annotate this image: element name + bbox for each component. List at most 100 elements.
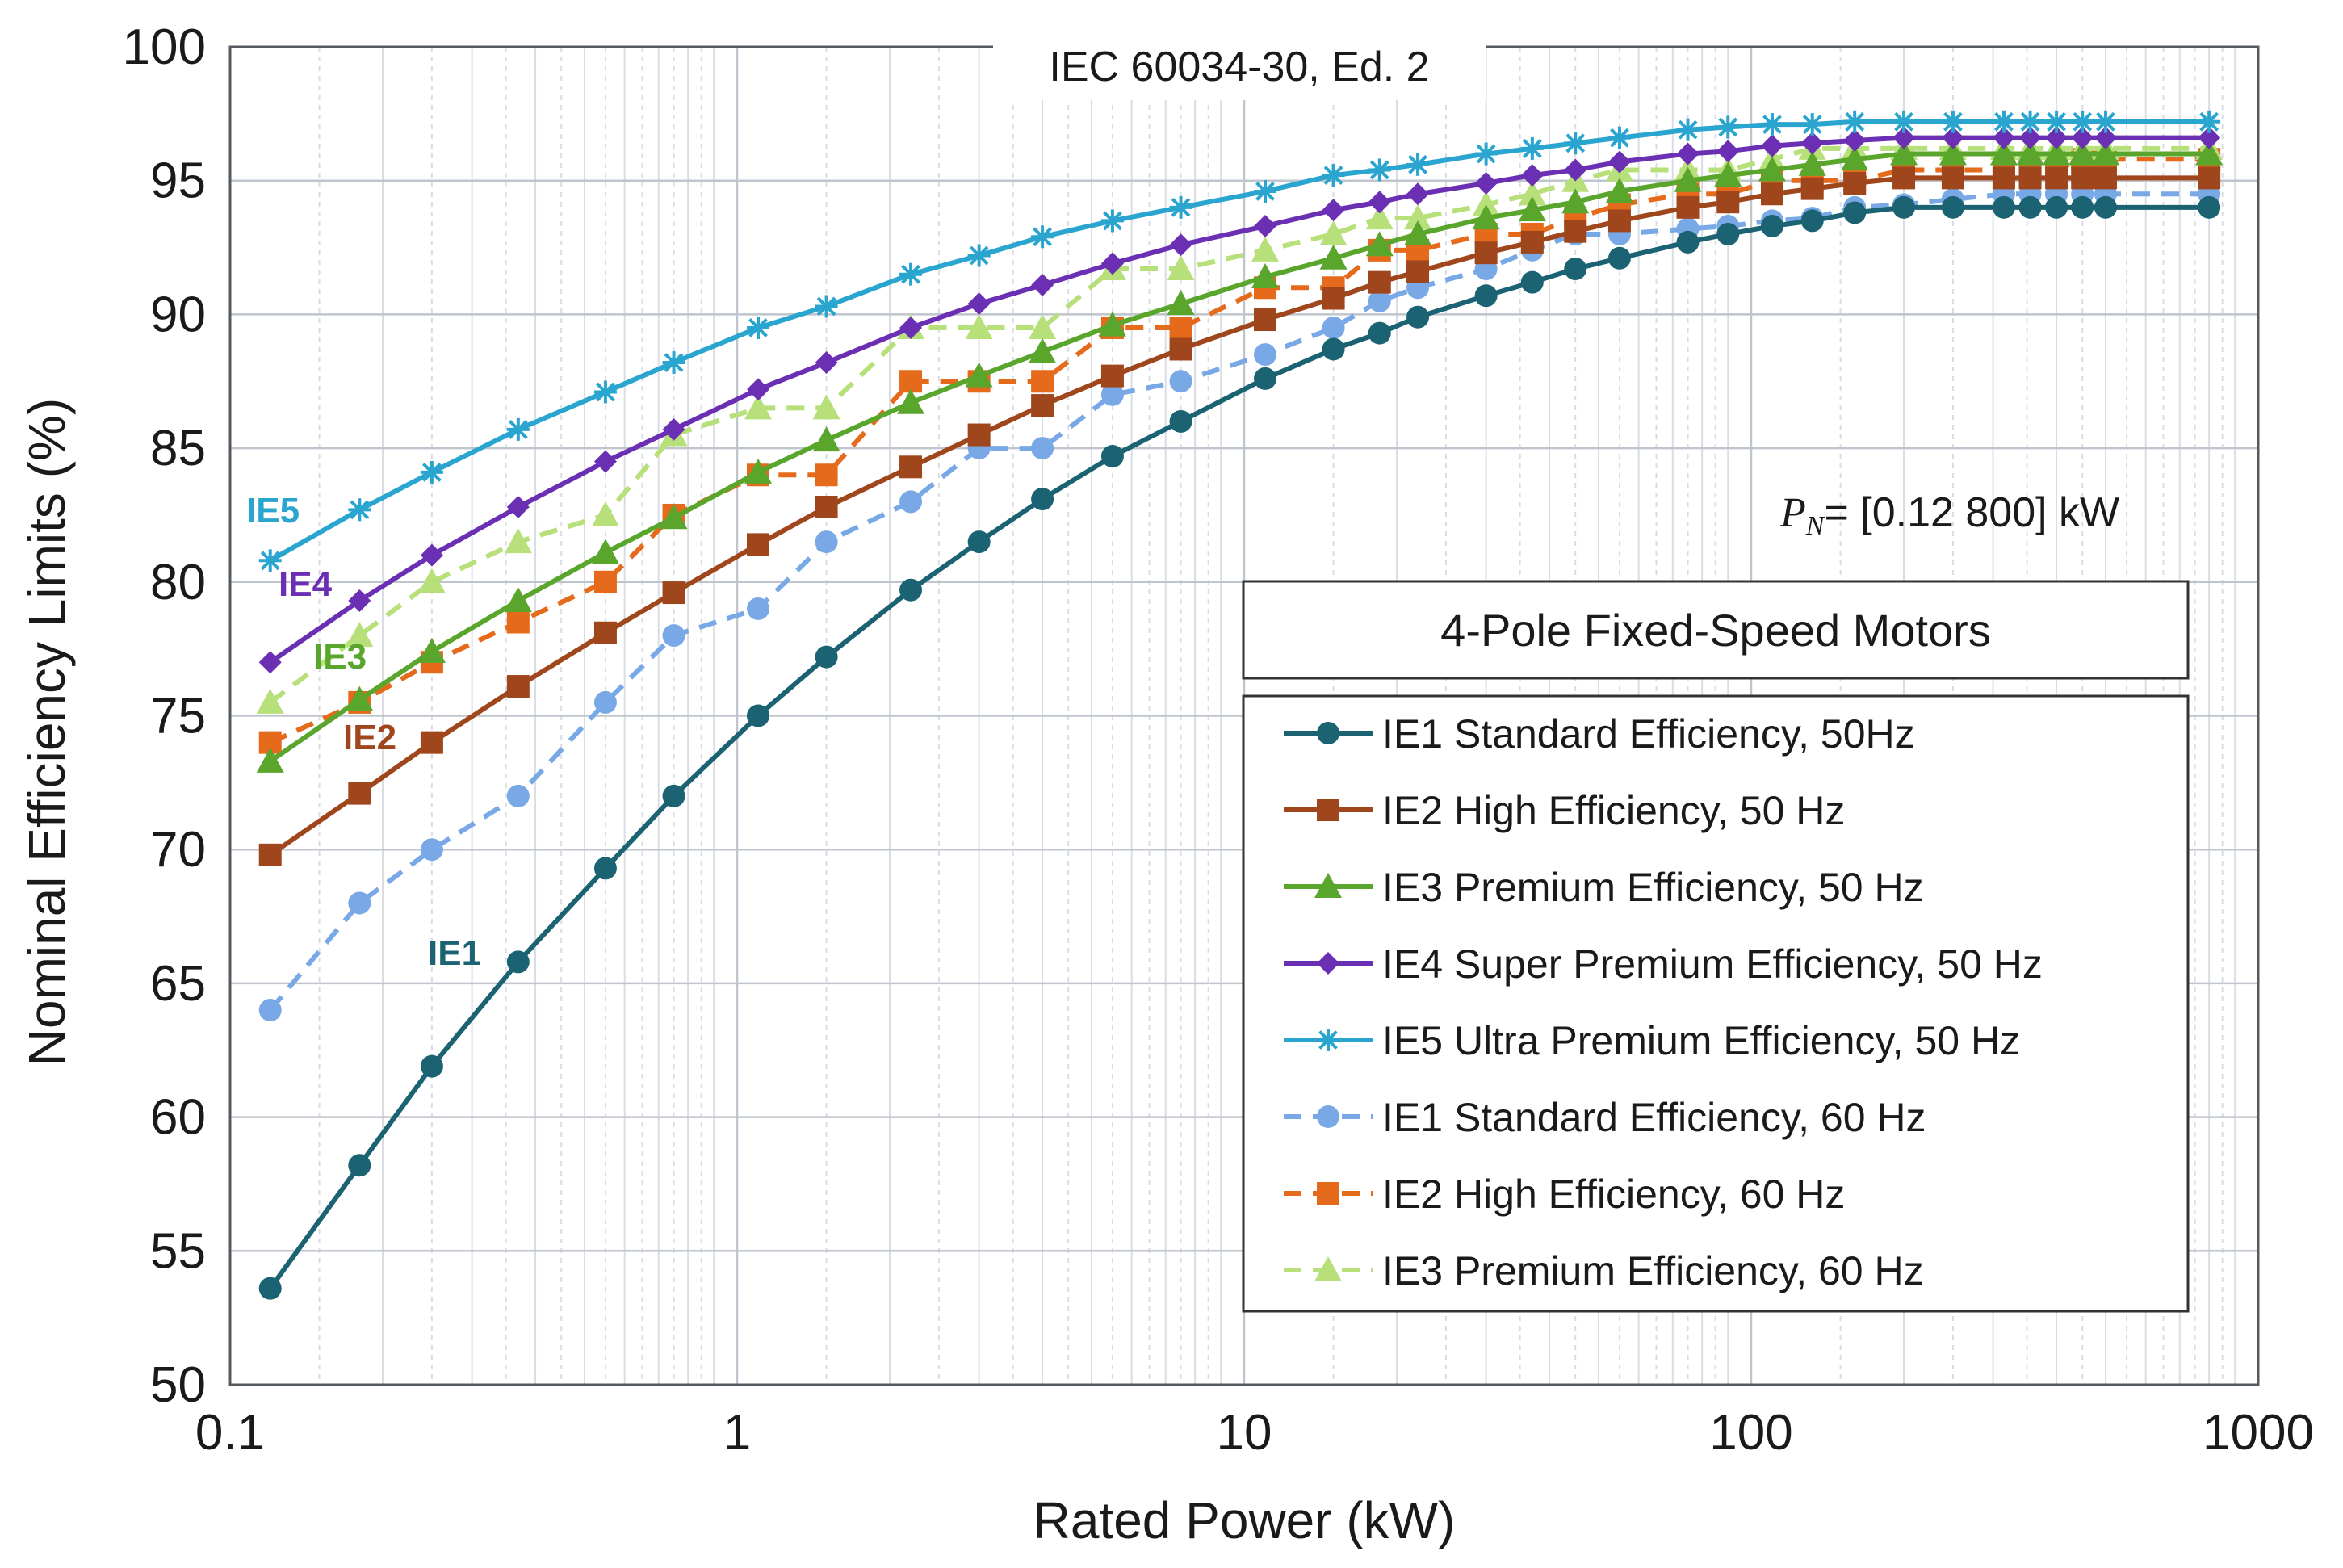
series-annotation-ie1: IE1 <box>428 933 481 973</box>
data-point <box>1031 488 1054 511</box>
data-point <box>2043 140 2071 166</box>
data-point <box>1253 343 1276 367</box>
data-point <box>1169 316 1192 339</box>
data-point <box>1520 230 1544 254</box>
data-point <box>2091 140 2119 166</box>
data-point <box>1365 231 1394 257</box>
data-point <box>2094 126 2117 149</box>
data-point <box>660 504 688 530</box>
data-point <box>1892 195 1916 219</box>
data-point <box>1314 873 1342 898</box>
data-point <box>2018 166 2042 190</box>
legend-label: IE5 Ultra Premium Efficiency, 50 Hz <box>1382 1018 2020 1063</box>
y-tick-label: 75 <box>150 689 206 744</box>
data-point <box>593 690 617 714</box>
data-point <box>2071 126 2094 149</box>
data-point <box>899 316 923 339</box>
data-point <box>1322 316 1345 339</box>
data-point <box>1939 140 1967 166</box>
data-point <box>1474 172 1498 195</box>
data-point <box>2094 110 2117 133</box>
data-point <box>504 528 532 554</box>
data-point <box>1992 110 2015 133</box>
series-annotations: IE1 IE2 IE3 IE4 IE5 <box>246 491 481 973</box>
data-point <box>348 782 371 805</box>
series-annotation-ie5: IE5 <box>246 491 300 530</box>
data-point <box>899 578 923 602</box>
legend-item: IE3 Premium Efficiency, 60 Hz <box>1284 1248 1924 1293</box>
y-tick-label: 70 <box>150 822 206 878</box>
x-tick-label: 10 <box>1217 1405 1272 1461</box>
data-point <box>1800 132 1824 155</box>
data-point <box>2198 166 2221 190</box>
data-point <box>1800 177 1824 200</box>
data-point <box>2018 195 2042 219</box>
series-4 <box>258 126 2221 674</box>
data-point <box>815 496 838 519</box>
data-point <box>1314 1256 1342 1281</box>
data-point <box>1716 191 1740 214</box>
title-background <box>993 36 1486 100</box>
data-point <box>258 651 282 674</box>
data-point <box>1368 321 1391 345</box>
legend-label: IE4 Super Premium Efficiency, 50 Hz <box>1382 941 2043 987</box>
data-point <box>1253 367 1276 390</box>
x-tick-label: 1000 <box>2203 1405 2314 1461</box>
series-line <box>268 191 2210 1012</box>
data-point <box>1322 199 1345 222</box>
data-point <box>967 423 991 447</box>
y-tick-label: 100 <box>123 19 206 75</box>
data-point <box>1169 233 1192 257</box>
data-point <box>593 570 617 593</box>
legend-label: IE1 Standard Efficiency, 60 Hz <box>1382 1095 1926 1140</box>
data-point <box>744 458 772 484</box>
data-point <box>1607 150 1631 174</box>
data-point <box>1800 113 1824 136</box>
x-tick-label: 1 <box>723 1405 751 1461</box>
series-1 <box>258 195 2221 1300</box>
series-line <box>268 145 2210 705</box>
data-point <box>1317 1029 1339 1051</box>
data-point <box>506 784 530 807</box>
data-point <box>899 370 923 393</box>
legend-label: IE2 High Efficiency, 60 Hz <box>1382 1172 1845 1217</box>
data-point <box>593 857 617 880</box>
data-point <box>1472 191 1500 216</box>
data-point <box>1520 136 1544 160</box>
data-point <box>1317 799 1339 821</box>
data-point <box>256 747 284 773</box>
data-point <box>258 1277 282 1300</box>
data-point <box>1676 195 1700 219</box>
x-axis-title: Rated Power (kW) <box>1033 1491 1456 1549</box>
data-point <box>967 530 991 554</box>
data-point <box>1941 126 1964 149</box>
data-point <box>1520 270 1544 294</box>
data-point <box>1029 313 1057 339</box>
data-point <box>1167 290 1195 316</box>
data-point <box>662 581 685 605</box>
data-point <box>1843 172 1867 195</box>
data-point <box>662 417 685 441</box>
legend-label: IE2 High Efficiency, 50 Hz <box>1382 788 1845 833</box>
data-point <box>1992 166 2015 190</box>
series-line <box>269 119 2210 563</box>
data-point <box>348 891 371 915</box>
series-2 <box>258 166 2221 866</box>
data-point <box>746 533 769 556</box>
data-point <box>346 622 374 648</box>
data-point <box>2198 195 2221 219</box>
data-point <box>1760 134 1783 157</box>
y-tick-label: 85 <box>150 421 206 476</box>
series-line <box>269 175 2210 857</box>
data-point <box>1892 126 1916 149</box>
data-point <box>1368 289 1391 312</box>
data-point <box>256 688 284 714</box>
data-point <box>1605 177 1633 203</box>
power-range-note: PN= [0.12 800] kW <box>1779 489 2119 541</box>
data-point <box>1322 164 1345 187</box>
data-point <box>348 589 371 612</box>
data-point <box>1253 308 1276 332</box>
data-point <box>1031 394 1054 417</box>
data-point <box>1317 952 1339 975</box>
data-point <box>1520 164 1544 187</box>
